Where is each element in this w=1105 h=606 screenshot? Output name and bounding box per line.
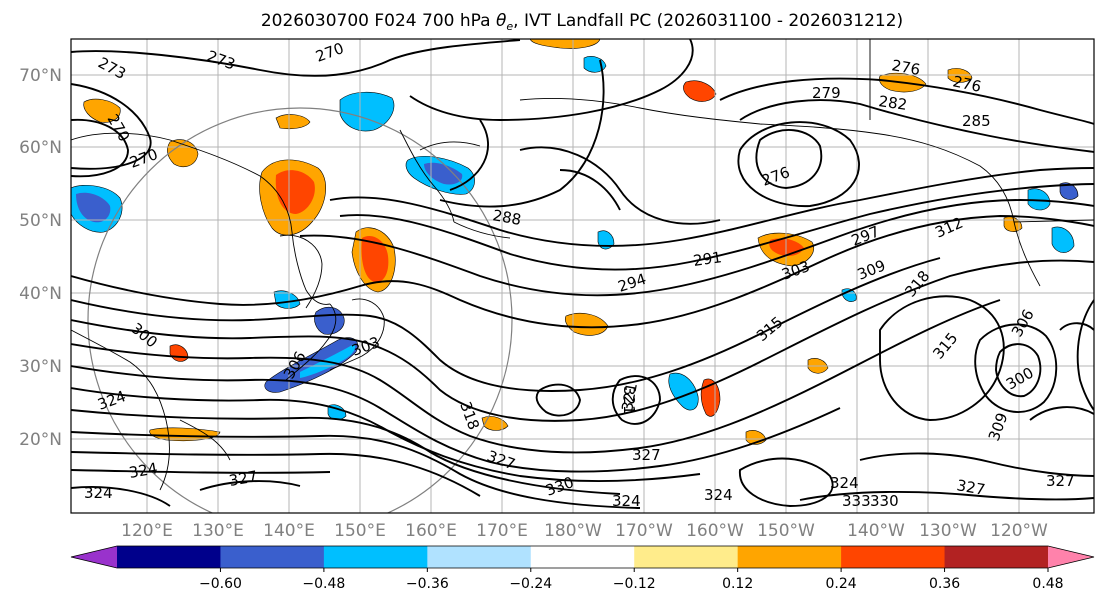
colorbar-outline [70,545,1095,569]
anomaly-positive-alaska [683,80,717,102]
anomaly-negative-pnw [1027,188,1051,211]
lat-label: 30°N [19,357,62,377]
lat-label: 60°N [19,138,62,158]
lon-label: 180°W [544,521,602,541]
anomaly-positive-kuril-core [361,236,389,283]
longitude-labels: 120°E 130°E 140°E 150°E 160°E 170°E 180°… [121,521,1048,541]
lon-label: 150°E [334,521,386,541]
contour-label: 282 [877,92,908,114]
contour-label: 324 [128,459,159,482]
anomaly-positive-central-pacific [564,313,609,336]
anomaly-negative-kamchatka-core [424,162,463,185]
theta-e-contours [71,39,1094,509]
contour-label: 321 [618,381,641,412]
colorbar-segment [117,546,221,568]
lon-label: 170°W [615,521,673,541]
contour-label: 324 [84,484,113,502]
anomaly-negative-hawaii-north [668,372,699,411]
contour-label: 279 [812,84,841,102]
anomaly-positive-siberia-small [275,114,311,130]
contour-label: 327 [228,467,259,490]
contour-label: 327 [1046,472,1075,490]
contour-label: 333 [842,492,871,510]
colorbar-tick-label: 0.12 [722,576,753,592]
colorbar-tick-label: −0.60 [199,576,242,592]
colorbar-tick-label: 0.36 [929,576,960,592]
anomaly-negative-korea [314,306,345,335]
lon-label: 130°W [919,521,977,541]
lon-label: 120°W [990,521,1048,541]
colorbar-segment [323,546,428,568]
lat-label: 70°N [19,66,62,86]
anomaly-negative-top-right [1059,182,1079,200]
colorbar-segment [841,546,946,568]
lat-label: 20°N [19,430,62,450]
colorbar: −0.60 −0.48 −0.36 −0.24 −0.12 0.12 0.24 0.36 0.4… [70,545,1095,592]
contour-label: 321 [620,386,638,415]
anomaly-positive-top [529,39,601,49]
lon-label: 160°E [405,521,457,541]
figure-title: 2026030700 F024 700 hPa θe, IVT Landfall… [261,11,903,33]
colorbar-extend-over [1048,546,1094,568]
map-panel: 273 270 270 270 273 276 279 282 276 285 … [71,39,1094,513]
latitude-labels: 70°N 60°N 50°N 40°N 30°N 20°N [19,66,62,450]
contour-label: 330 [870,492,899,510]
anomaly-positive-japan-sea-core [275,170,315,214]
landfall-region-circle [87,107,513,513]
anomaly-negative-siberia [339,91,395,132]
lon-label: 160°W [686,521,744,541]
anomaly-negative-japan-small [273,290,301,309]
contour-label: 324 [612,492,641,510]
lon-label: 170°E [476,521,528,541]
colorbar-tick-label: −0.12 [613,576,656,592]
anomaly-positive-okhotsk [167,139,199,167]
anomaly-negative-bc [1051,226,1075,253]
contour-label: 324 [830,474,859,492]
contour-label: 324 [704,486,733,504]
colorbar-segment [634,546,739,568]
map-background [71,39,1094,513]
contour-label: 276 [951,72,983,96]
gridlines [71,39,1094,513]
lon-label: 140°E [263,521,315,541]
contour-label: 288 [491,206,522,229]
colorbar-tick-label: −0.36 [406,576,449,592]
colorbar-segment [220,546,325,568]
colorbar-segment [944,546,1049,568]
contour-label: 327 [955,476,986,499]
lat-label: 50°N [19,211,62,231]
colorbar-tick-label: 0.48 [1032,576,1063,592]
colorbar-tick-label: −0.48 [302,576,345,592]
colorbar-extend-under [71,546,117,568]
colorbar-tick-label: −0.24 [509,576,552,592]
anomaly-negative-west-core [76,192,111,223]
coastlines [71,39,1094,491]
lon-label: 120°E [121,521,173,541]
colorbar-segment [427,546,532,568]
lon-label: 130°E [192,521,244,541]
contour-label: 276 [890,56,921,79]
colorbar-segment [737,546,842,568]
anomaly-positive-west-small [83,98,121,123]
contour-label: 285 [962,112,991,130]
lat-label: 40°N [19,284,62,304]
contour-label: 291 [692,248,723,270]
colorbar-tick-label: 0.24 [826,576,857,592]
contour-label: 327 [632,446,661,464]
colorbar-segment [530,546,635,568]
map-border [70,38,1095,514]
lon-label: 140°W [847,521,905,541]
lon-label: 150°W [757,521,815,541]
contour-labels: 273 270 270 270 273 276 279 282 276 285 … [84,39,1075,510]
